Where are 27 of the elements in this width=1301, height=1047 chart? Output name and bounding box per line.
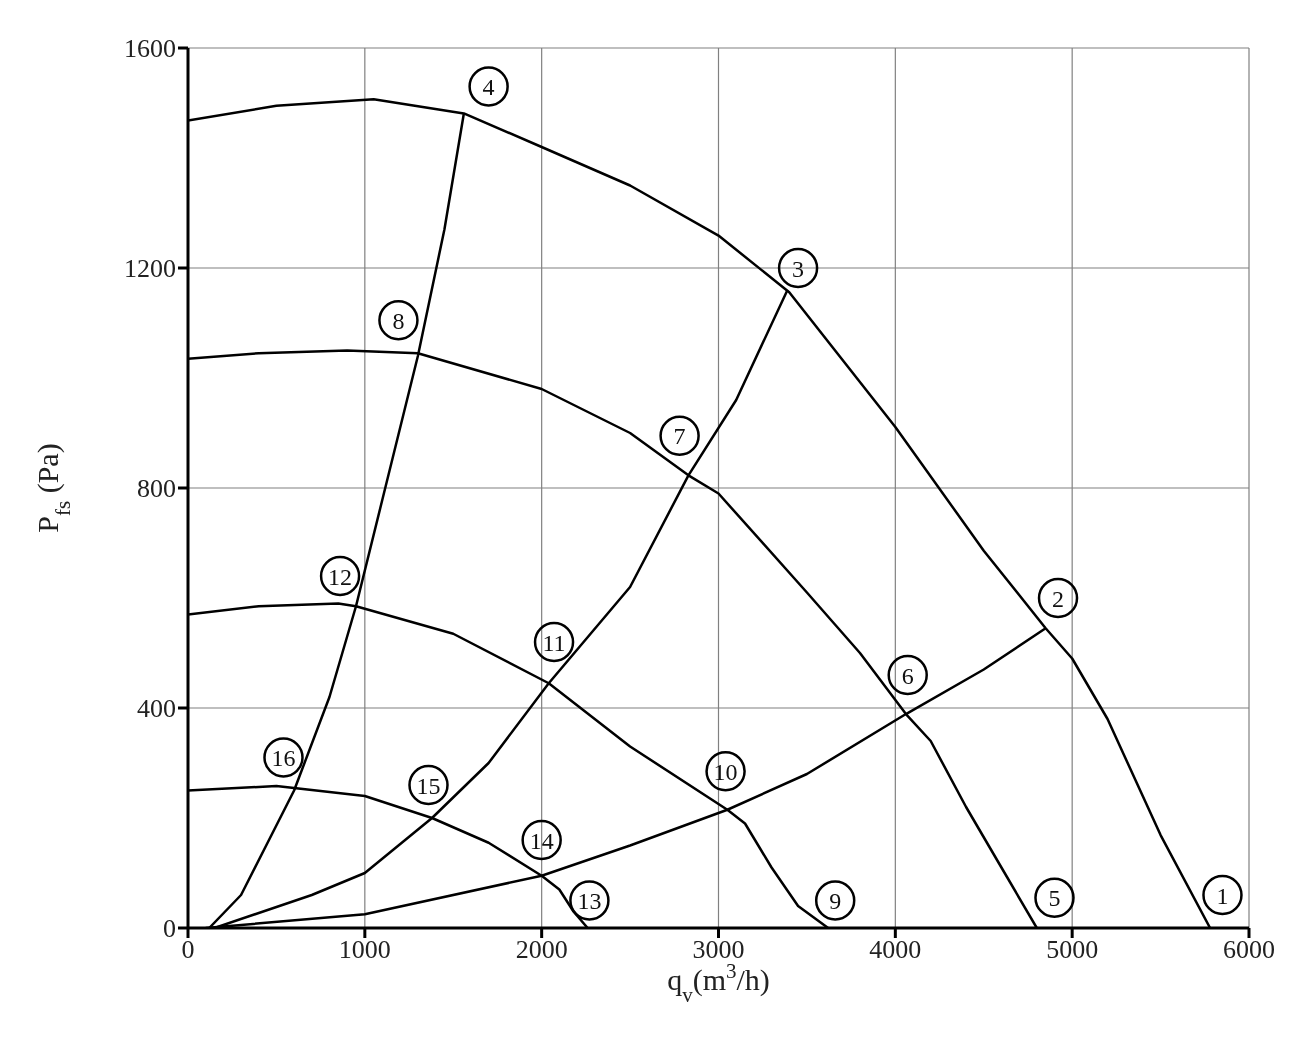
x-tick-label: 2000 <box>515 935 568 965</box>
x-tick-label: 5000 <box>1046 935 1099 965</box>
y-tick-label: 1600 <box>124 34 176 64</box>
annotation: 11 <box>542 629 566 656</box>
x-tick-label: 6000 <box>1223 935 1275 965</box>
annotation: 14 <box>529 827 554 854</box>
annotation: 7 <box>673 423 686 450</box>
x-tick-label: 1000 <box>338 935 391 965</box>
y-tick-label: 400 <box>137 694 176 724</box>
y-tick-label: 800 <box>137 474 176 504</box>
y-tick-label: 1200 <box>124 254 176 284</box>
annotation: 4 <box>482 74 495 101</box>
annotation: 13 <box>577 888 602 915</box>
annotation: 15 <box>416 772 441 799</box>
annotation: 8 <box>392 307 405 334</box>
x-tick-label: 0 <box>181 935 195 965</box>
annotation: 1 <box>1216 882 1229 909</box>
annotation: 6 <box>901 662 914 689</box>
x-tick-label: 4000 <box>869 935 922 965</box>
annotation: 2 <box>1052 585 1065 612</box>
annotation: 12 <box>328 563 353 590</box>
annotation: 5 <box>1048 885 1061 912</box>
annotation: 16 <box>271 745 296 772</box>
annotation: 3 <box>792 255 805 282</box>
y-tick-label: 0 <box>163 914 176 944</box>
annotation: 9 <box>829 888 842 915</box>
annotation: 10 <box>713 758 738 785</box>
